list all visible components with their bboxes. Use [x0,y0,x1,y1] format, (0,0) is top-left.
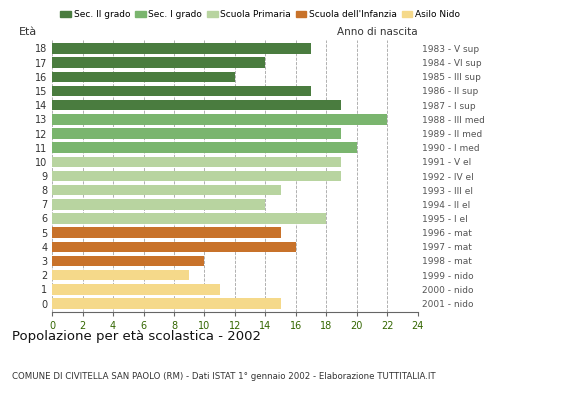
Text: COMUNE DI CIVITELLA SAN PAOLO (RM) - Dati ISTAT 1° gennaio 2002 - Elaborazione T: COMUNE DI CIVITELLA SAN PAOLO (RM) - Dat… [12,372,435,381]
Bar [52,256,204,266]
Bar [52,72,235,82]
Bar [52,227,281,238]
Bar [52,185,281,196]
Bar [52,171,342,181]
Bar [52,142,357,153]
Bar [52,270,189,280]
Bar [52,43,311,54]
Legend: Sec. II grado, Sec. I grado, Scuola Primaria, Scuola dell'Infanzia, Asilo Nido: Sec. II grado, Sec. I grado, Scuola Prim… [57,6,463,23]
Text: Popolazione per età scolastica - 2002: Popolazione per età scolastica - 2002 [12,330,260,343]
Bar [52,199,265,210]
Bar [52,86,311,96]
Bar [52,242,296,252]
Bar [52,114,387,125]
Bar [52,284,220,295]
Bar [52,156,342,167]
Bar [52,57,265,68]
Bar [52,128,342,139]
Text: Età: Età [19,27,38,37]
Bar [52,213,326,224]
Bar [52,100,342,110]
Text: Anno di nascita: Anno di nascita [337,27,418,37]
Bar [52,298,281,309]
